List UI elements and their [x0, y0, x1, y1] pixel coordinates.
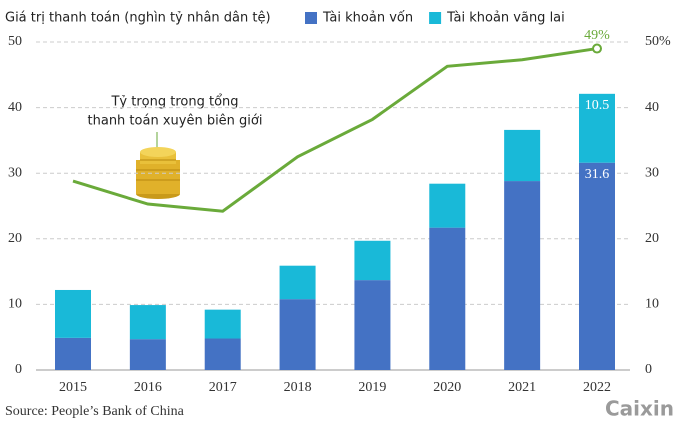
line-marker [592, 43, 602, 54]
bar [579, 162, 615, 370]
legend-label: Tài khoản vốn [322, 11, 413, 26]
annotation: thanh toán xuyên biên giới [88, 114, 263, 129]
y2-tick-label: 50% [645, 34, 671, 49]
x-tick-label: 2022 [583, 380, 611, 395]
bar [129, 339, 166, 370]
x-tick-label: 2017 [209, 380, 237, 395]
value-label: 10.5 [585, 98, 610, 113]
y2-tick-label: 0 [645, 362, 652, 377]
bar [504, 181, 541, 370]
bar [429, 183, 466, 228]
x-tick-label: 2019 [358, 380, 386, 395]
annotation: Tỷ trọng trong tổng [110, 95, 238, 110]
line [72, 47, 598, 213]
y-tick-label: 10 [8, 297, 22, 312]
y-tick-label: 50 [8, 34, 22, 49]
value-label: 31.6 [585, 167, 610, 182]
legend-swatch [429, 12, 442, 24]
y-tick-label: 20 [8, 231, 22, 246]
value-label: 49% [584, 28, 610, 43]
bar [129, 305, 166, 340]
chart-title: Giá trị thanh toán (nghìn tỷ nhân dân tệ… [5, 11, 271, 26]
legend-label: Tài khoản vãng lai [446, 11, 565, 26]
logo: Caixin [605, 397, 674, 421]
bar [55, 337, 91, 370]
bar [204, 309, 241, 339]
x-tick-label: 2020 [433, 380, 461, 395]
coins-illustration [136, 132, 180, 199]
x-tick-label: 2021 [508, 380, 536, 395]
y-tick-label: 40 [8, 100, 22, 115]
y2-tick-label: 40 [645, 100, 659, 115]
bar [579, 93, 615, 163]
bar [279, 299, 316, 370]
y2-tick-label: 10 [645, 297, 659, 312]
x-tick-label: 2018 [284, 380, 312, 395]
x-tick-label: 2016 [134, 380, 162, 395]
x-tick-label: 2015 [59, 380, 87, 395]
legend-swatch [305, 12, 317, 24]
y-tick-label: 30 [8, 165, 22, 180]
source: Source: People’s Bank of China [5, 404, 185, 419]
y-tick-label: 0 [15, 362, 22, 377]
bar [504, 129, 541, 182]
bar [354, 280, 391, 370]
bar [354, 240, 391, 281]
y2-tick-label: 20 [645, 231, 659, 246]
bar [204, 338, 241, 370]
y2-tick-label: 30 [645, 165, 659, 180]
bar [279, 265, 316, 300]
bar [429, 227, 466, 370]
bar [55, 289, 91, 338]
